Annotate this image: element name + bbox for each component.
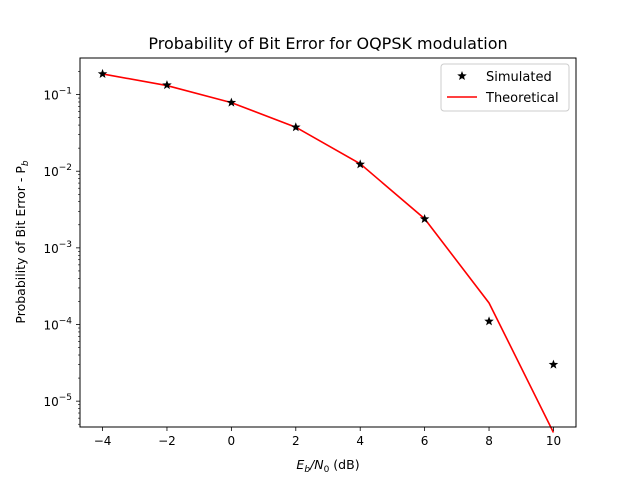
legend-star-marker-icon: [457, 71, 467, 81]
simulated-point: [484, 316, 494, 326]
y-axis: 10−1 10−2 10−3 10−4 10−5: [43, 71, 80, 425]
x-tick-label: 2: [292, 434, 300, 448]
y-axis-label: Probability of Bit Error - Pb: [13, 160, 31, 323]
simulated-point: [548, 359, 559, 369]
plot-area: [97, 68, 559, 433]
x-tick-label: −4: [94, 434, 112, 448]
y-tick-label: 10−1: [43, 87, 72, 103]
x-tick-label: 8: [485, 434, 493, 448]
simulated-point: [291, 122, 301, 132]
x-tick-label: 10: [546, 434, 561, 448]
legend-label-theoretical: Theoretical: [485, 91, 559, 106]
theoretical-line: [102, 73, 555, 433]
y-tick-label: 10−3: [43, 240, 72, 256]
y-tick-label: 10−5: [43, 393, 72, 409]
x-tick-label: 6: [421, 434, 429, 448]
x-axis: −4 −2 0 2 4 6 8 10: [94, 427, 561, 448]
legend: Simulated Theoretical: [440, 63, 570, 112]
simulated-point: [97, 68, 108, 78]
simulated-point: [226, 97, 237, 107]
x-tick-label: 0: [228, 434, 236, 448]
axes-frame: [79, 57, 577, 428]
legend-label-simulated: Simulated: [486, 70, 552, 85]
y-tick-label: 10−4: [43, 317, 72, 333]
x-axis-label: Eb/N0 (dB): [296, 457, 359, 475]
simulated-point: [419, 214, 430, 224]
simulated-point: [355, 159, 365, 169]
y-tick-label: 10−2: [43, 163, 72, 179]
x-tick-label: −2: [158, 434, 176, 448]
chart-title: Probability of Bit Error for OQPSK modul…: [148, 34, 507, 53]
x-tick-label: 4: [356, 434, 364, 448]
simulated-point: [162, 80, 172, 90]
legend-box: [440, 63, 570, 112]
